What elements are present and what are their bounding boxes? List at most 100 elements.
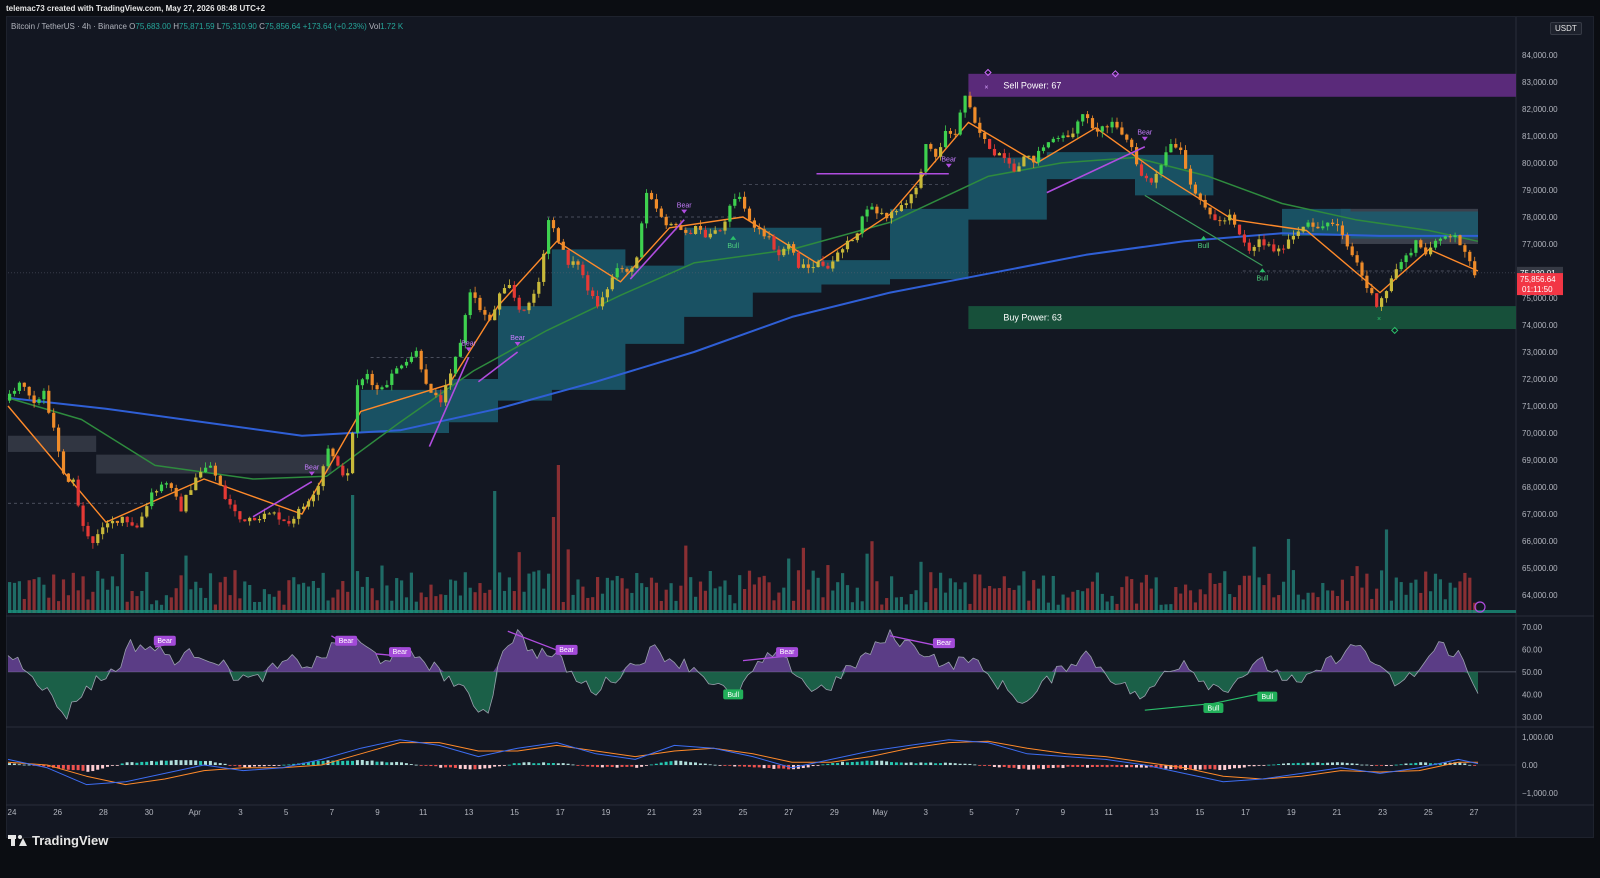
macd-histogram-bar	[689, 762, 693, 765]
macd-histogram-bar	[174, 759, 178, 765]
volume-bar	[483, 592, 487, 613]
candle-body	[1164, 152, 1168, 166]
chart-frame[interactable]	[6, 16, 1594, 838]
macd-histogram-bar	[194, 760, 198, 765]
candle-body	[57, 427, 61, 452]
macd-histogram-bar	[767, 765, 771, 768]
time-tick-label: 11	[1104, 808, 1113, 817]
volume-bar	[458, 595, 462, 613]
tradingview-logo[interactable]: TradingView	[8, 833, 108, 848]
candle-body	[811, 267, 815, 269]
candle-body	[204, 467, 208, 473]
candle-body	[1051, 138, 1055, 143]
symbol-legend[interactable]: Bitcoin / TetherUS · 4h · Binance O75,68…	[11, 22, 403, 31]
time-tick-label: 25	[1424, 808, 1433, 817]
alert-icon	[1474, 601, 1486, 613]
candle-body	[194, 477, 198, 491]
volume-bar	[1237, 585, 1242, 613]
candle-body	[429, 383, 433, 393]
volume-bar	[1174, 587, 1178, 613]
macd-histogram-bar	[547, 763, 550, 765]
macd-histogram-bar	[1306, 762, 1310, 765]
volume-bar	[1468, 577, 1472, 613]
volume-bar	[1012, 589, 1016, 613]
macd-histogram-bar	[1237, 765, 1241, 769]
macd-histogram-bar	[110, 765, 114, 766]
candle-body	[1419, 240, 1423, 248]
volume-bar	[414, 601, 418, 613]
volume-bar	[547, 573, 551, 613]
candle-body	[238, 511, 242, 520]
macd-histogram-bar	[885, 761, 889, 765]
volume-bar	[1399, 582, 1403, 613]
divergence-annotations: Bear Bear Bear Bear Bear Bear Bull Bull Bull	[252, 130, 1269, 518]
macd-histogram-bar	[571, 764, 575, 766]
rsi-bear-tag-label: Bear	[937, 640, 952, 647]
volume-bar	[1193, 602, 1197, 613]
volume-bar	[101, 578, 105, 613]
volume-bar	[199, 587, 203, 613]
bear-label: Bear	[304, 465, 319, 472]
candle-body	[243, 519, 247, 522]
volume-bar	[1105, 601, 1109, 613]
candle-body	[566, 249, 570, 265]
candle-body	[777, 249, 781, 256]
bull-arrow	[1259, 268, 1266, 273]
time-axis: 24 26 28 30 Apr 3 5 7 9 11 13 15 17 19 21 23 25 27 29 May 3 5…	[8, 808, 1479, 817]
macd-histogram-bar	[424, 765, 428, 766]
volume-bar	[870, 541, 874, 613]
candle-body	[792, 244, 796, 253]
change-value: +173.64 (+0.23%)	[302, 22, 367, 31]
macd-histogram-bar	[223, 763, 227, 765]
candle-body	[880, 212, 884, 214]
macd-histogram-bar	[8, 763, 11, 765]
macd-histogram-bar	[434, 765, 438, 767]
bull-arrow	[1200, 235, 1207, 240]
macd-histogram-bar	[218, 763, 222, 765]
volume-bar	[1017, 585, 1021, 613]
time-tick-label: 23	[693, 808, 702, 817]
time-tick-label: 3	[924, 808, 929, 817]
candle-body	[140, 516, 144, 528]
price-tick-label: 74,000.00	[1522, 321, 1558, 330]
candle-body	[1404, 255, 1408, 263]
macd-histogram-bar	[625, 765, 629, 767]
time-tick-label: 19	[1287, 808, 1296, 817]
candle-body	[106, 523, 110, 528]
volume-bar	[57, 601, 61, 613]
price-tick-label: 72,000.00	[1522, 375, 1558, 384]
candle-body	[1267, 244, 1271, 246]
volume-bar	[1438, 579, 1442, 613]
volume-bar	[659, 600, 663, 613]
volume-bar	[1458, 581, 1462, 613]
macd-histogram-bar	[311, 761, 315, 765]
macd-histogram-bar	[1394, 764, 1398, 766]
volume-bar	[1100, 593, 1104, 613]
volume-bar	[194, 581, 198, 613]
macd-histogram-bar	[233, 765, 237, 766]
macd-histogram-bar	[845, 762, 849, 765]
candle-body	[850, 240, 854, 242]
candle-body	[581, 264, 585, 276]
candle-body	[1012, 163, 1016, 172]
symbol-title: Bitcoin / TetherUS · 4h · Binance	[11, 22, 127, 31]
volume-bar	[1188, 590, 1193, 613]
macd-histogram-bar	[1066, 765, 1070, 767]
macd-histogram-bar	[527, 762, 531, 765]
macd-histogram-bar	[1355, 763, 1359, 765]
currency-badge[interactable]: USDT	[1550, 22, 1582, 35]
volume-bar	[865, 553, 869, 613]
rsi-bull-tag	[723, 689, 744, 700]
bear-label: Bear	[461, 340, 476, 347]
candle-body	[1174, 144, 1178, 148]
bear-label: Bear	[510, 335, 525, 342]
volume-bar	[140, 590, 144, 613]
candle-body	[899, 205, 903, 212]
volume-bar	[189, 589, 193, 613]
candle-body	[233, 504, 237, 512]
macd-histogram-bar	[385, 762, 389, 765]
bear-divergence-line	[252, 480, 313, 518]
macd-histogram-bar	[532, 763, 536, 765]
volume-bar	[17, 581, 21, 613]
